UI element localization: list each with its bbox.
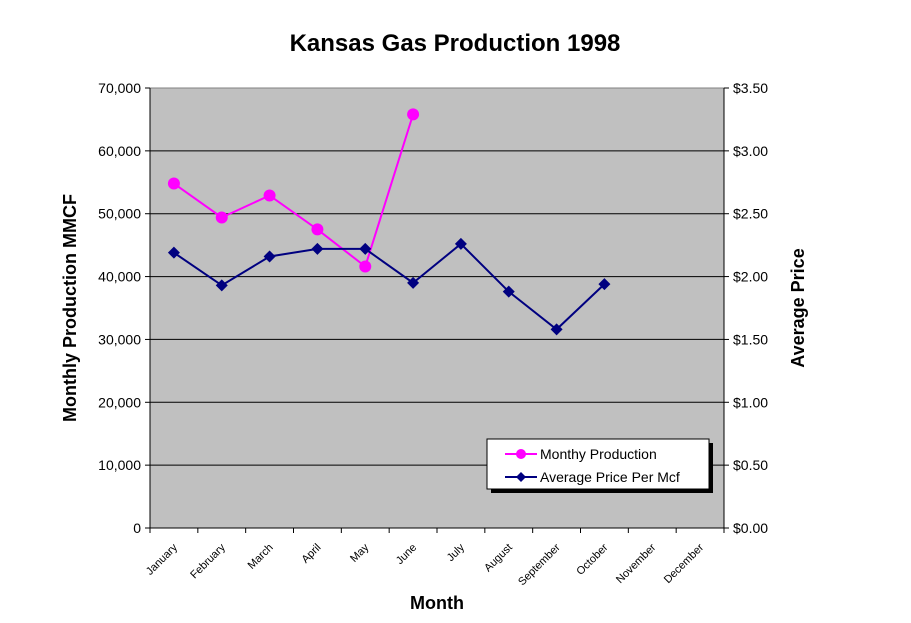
right-tick-label: $2.50	[733, 206, 768, 222]
series-layer	[167, 108, 611, 336]
left-axis-ticks: 0 10,000 20,000 30,000 40,000 50,000 60,000 70,…	[98, 80, 150, 536]
legend-box	[486, 438, 710, 490]
x-tick-label: November	[614, 541, 659, 586]
x-tick-label: March	[246, 542, 276, 572]
data-point-monthy-production	[407, 108, 420, 121]
legend: Monthy Production Average Price Per Mcf	[486, 438, 713, 493]
data-point-monthy-production	[359, 260, 372, 273]
left-tick-label: 60,000	[98, 143, 141, 159]
right-tick-label: $3.00	[733, 143, 768, 159]
legend-label-production: Monthy Production	[540, 446, 657, 462]
data-point-average-price-per-mcf	[167, 246, 180, 259]
x-tick-label: January	[144, 541, 181, 578]
right-tick-label: $1.50	[733, 331, 768, 347]
data-point-average-price-per-mcf	[311, 242, 324, 255]
data-point-average-price-per-mcf	[454, 237, 467, 250]
x-tick-label: June	[394, 542, 419, 567]
right-axis-ticks: $0.00 $0.50 $1.00 $1.50 $2.00 $2.50 $3.00 $3.50	[724, 80, 768, 536]
x-tick-label: September	[516, 541, 563, 588]
data-point-monthy-production	[263, 189, 276, 202]
legend-marker-production	[516, 449, 526, 459]
x-axis-title: Month	[410, 593, 464, 613]
data-point-average-price-per-mcf	[359, 242, 372, 255]
data-point-monthy-production	[311, 223, 324, 236]
data-point-monthy-production	[167, 177, 180, 190]
right-tick-label: $3.50	[733, 80, 768, 96]
x-tick-label: July	[445, 541, 468, 564]
left-tick-label: 20,000	[98, 394, 141, 410]
right-tick-label: $2.00	[733, 269, 768, 285]
left-tick-label: 40,000	[98, 269, 141, 285]
left-tick-label: 50,000	[98, 206, 141, 222]
data-point-average-price-per-mcf	[407, 276, 420, 289]
data-point-monthy-production	[215, 211, 228, 224]
y2-axis-title: Average Price	[788, 248, 808, 367]
right-tick-label: $0.50	[733, 457, 768, 473]
chart-title: Kansas Gas Production 1998	[290, 30, 621, 57]
data-point-average-price-per-mcf	[502, 285, 515, 298]
right-tick-label: $0.00	[733, 520, 768, 536]
legend-marker-price	[516, 472, 526, 482]
data-point-average-price-per-mcf	[263, 250, 276, 263]
series-line-average-price-per-mcf	[173, 242, 606, 331]
left-tick-label: 30,000	[98, 331, 141, 347]
x-tick-label: February	[188, 541, 228, 581]
left-tick-label: 70,000	[98, 80, 141, 96]
left-tick-label: 0	[133, 520, 141, 536]
y-axis-title: Monthly Production MMCF	[60, 194, 80, 422]
x-tick-label: December	[662, 541, 707, 586]
x-axis-ticks: January February March April May June July Augu…	[144, 528, 725, 588]
x-tick-label: October	[574, 541, 610, 577]
data-point-average-price-per-mcf	[215, 279, 228, 292]
data-point-average-price-per-mcf	[598, 278, 611, 291]
x-tick-label: August	[482, 542, 515, 575]
data-point-average-price-per-mcf	[550, 323, 563, 336]
left-tick-label: 10,000	[98, 457, 141, 473]
legend-label-price: Average Price Per Mcf	[540, 469, 680, 485]
right-tick-label: $1.00	[733, 394, 768, 410]
series-line-monthy-production	[173, 114, 415, 269]
x-tick-label: April	[299, 542, 323, 566]
x-tick-label: May	[348, 541, 372, 565]
